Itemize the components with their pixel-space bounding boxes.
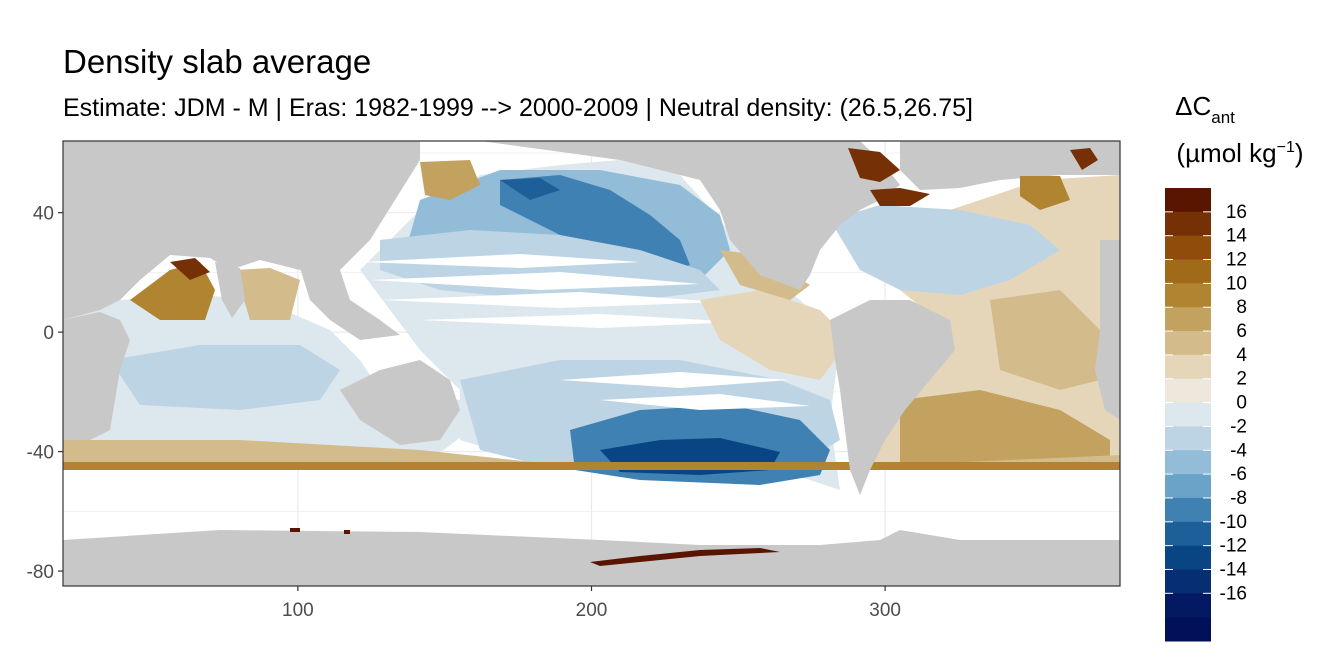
legend-swatch [1165, 283, 1211, 308]
land-masses [63, 141, 1120, 586]
land-africa-east [1095, 240, 1120, 420]
land-antarctica [63, 530, 1120, 586]
north-atlantic-blue [830, 205, 1060, 295]
nordic-hotspots [848, 148, 1098, 206]
north-pacific-core [500, 175, 690, 275]
pacific-white-streaks [360, 254, 740, 328]
southern-tan-belt [63, 440, 1120, 468]
legend-tick-label: -2 [1230, 416, 1247, 437]
y-tick-label: -80 [27, 562, 54, 583]
north-pacific-deep [500, 178, 560, 200]
legend-tick-label: -16 [1220, 583, 1247, 604]
legend-swatch [1165, 426, 1211, 451]
legend-swatch [1165, 545, 1211, 570]
legend-tick-label: 4 [1236, 345, 1247, 366]
east-pacific-tan [700, 290, 850, 380]
legend-swatch [1165, 402, 1211, 427]
y-tick-label: 40 [33, 204, 54, 225]
legend-swatch [1165, 259, 1211, 284]
x-tick-label: 100 [282, 600, 314, 621]
legend-swatch [1165, 354, 1211, 380]
legend-swatch [1165, 617, 1211, 642]
x-axis: 100 200 300 [282, 586, 901, 621]
map-layer [63, 141, 1120, 586]
legend-swatch [1165, 211, 1211, 237]
land-india [215, 262, 245, 318]
legend-unit: (µmol kg−1) [1176, 138, 1303, 168]
antarctic-hotspots [290, 528, 780, 566]
legend-title: ΔCant [1175, 91, 1235, 127]
chart-subtitle: Estimate: JDM - M | Eras: 1982-1999 --> … [63, 94, 973, 122]
legend-tick-label: 12 [1226, 250, 1247, 271]
legend-swatch [1165, 569, 1211, 594]
bay-of-bengal [235, 268, 300, 320]
chart-title: Density slab average [63, 43, 372, 80]
legend-tick-label: 6 [1236, 321, 1247, 342]
legend-swatch [1165, 188, 1211, 213]
south-pacific-white-streaks [560, 372, 810, 410]
land-africa-eurasia [63, 141, 420, 320]
legend-swatch [1165, 497, 1211, 523]
legend-tick-label: 2 [1236, 369, 1247, 390]
y-axis: 40 0 -40 -80 [27, 204, 63, 583]
land-greenland-europe [900, 141, 1120, 190]
legend-swatch [1165, 331, 1211, 356]
legend-tick-label: -12 [1220, 536, 1247, 557]
legend-colorbar [1165, 188, 1211, 642]
legend-tick-label: -6 [1230, 464, 1247, 485]
legend-tick-label: 10 [1226, 273, 1247, 294]
legend-swatch [1165, 307, 1211, 332]
okhotsk-tan [420, 160, 480, 200]
legend-tick-label: 0 [1236, 393, 1247, 414]
legend-tick-label: -4 [1230, 440, 1247, 461]
indian-light-blue [110, 345, 340, 410]
plot-panel [62, 140, 1121, 587]
land-australia [340, 360, 460, 445]
legend-tick-label: -14 [1220, 559, 1248, 580]
land-north-america [480, 141, 900, 290]
x-tick-label: 200 [576, 600, 608, 621]
legend-tick-label: 8 [1236, 297, 1247, 318]
legend-swatch [1165, 593, 1211, 618]
y-tick-label: 0 [43, 323, 54, 344]
y-tick-label: -40 [27, 443, 54, 464]
legend-tick-label: -10 [1220, 512, 1247, 533]
tropical-atlantic-tan [990, 290, 1100, 390]
legend-swatch [1165, 474, 1211, 499]
legend-tick-label: 16 [1226, 202, 1247, 223]
arabian-sea-hot [170, 258, 210, 280]
labrador-tan [1020, 176, 1070, 210]
legend-swatch [1165, 521, 1211, 547]
south-atlantic-tan [900, 390, 1110, 466]
land-maritime-se-asia [300, 268, 400, 340]
southern-dark-belt [63, 462, 1120, 470]
legend-tick-label: 14 [1226, 226, 1248, 247]
x-tick-label: 300 [869, 600, 901, 621]
legend-tick-label: -8 [1230, 488, 1247, 509]
land-south-america [830, 300, 955, 495]
legend-swatch [1165, 235, 1211, 261]
legend-swatch [1165, 450, 1211, 475]
legend-swatch [1165, 378, 1211, 404]
land-africa [63, 312, 130, 440]
